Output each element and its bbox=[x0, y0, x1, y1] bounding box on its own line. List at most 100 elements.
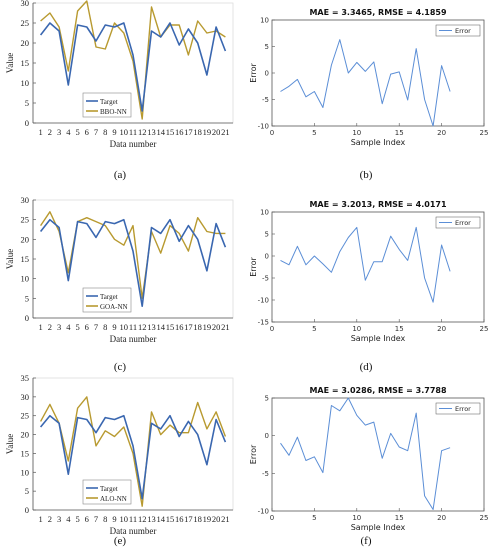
x-tick-label: 19 bbox=[203, 322, 212, 332]
x-tick-label: 5 bbox=[312, 325, 316, 333]
series-line-goa-nn bbox=[40, 211, 226, 299]
x-tick-label: 6 bbox=[85, 322, 89, 332]
y-axis-label: Error bbox=[249, 63, 258, 83]
x-axis-label: Data number bbox=[110, 334, 157, 344]
x-tick-label: 3 bbox=[57, 322, 61, 332]
y-tick-label: 10 bbox=[21, 467, 30, 477]
x-tick-label: 1 bbox=[38, 322, 42, 332]
y-tick-label: 15 bbox=[21, 58, 30, 68]
x-axis-label: Sample Index bbox=[351, 138, 406, 147]
legend-box bbox=[82, 479, 132, 505]
x-tick-label: 5 bbox=[312, 514, 316, 522]
y-axis-label: Value bbox=[5, 249, 15, 270]
x-tick-label: 7 bbox=[94, 127, 98, 137]
x-axis-label: Data number bbox=[110, 139, 157, 149]
panel-label: (a) bbox=[114, 169, 127, 181]
x-tick-label: 1 bbox=[38, 127, 42, 137]
x-tick-label: 25 bbox=[480, 129, 489, 137]
x-tick-label: 20 bbox=[212, 514, 221, 524]
y-tick-label: 35 bbox=[21, 373, 30, 383]
x-tick-label: 16 bbox=[175, 127, 184, 137]
y-tick-label: 25 bbox=[21, 18, 30, 28]
x-tick-label: 20 bbox=[437, 325, 446, 333]
x-axis-label: Sample Index bbox=[351, 334, 406, 343]
series-line-target bbox=[39, 414, 227, 500]
x-tick-label: 0 bbox=[270, 129, 274, 137]
y-tick-label: -5 bbox=[262, 470, 269, 478]
x-tick-label: 20 bbox=[212, 322, 221, 332]
x-tick-label: 4 bbox=[66, 322, 71, 332]
panel-label: (c) bbox=[114, 361, 127, 373]
y-tick-label: 15 bbox=[21, 448, 30, 458]
y-axis-label: Error bbox=[249, 257, 258, 277]
y-tick-label: 30 bbox=[21, 195, 30, 205]
y-tick-label: 0 bbox=[25, 313, 29, 323]
x-tick-label: 12 bbox=[138, 127, 147, 137]
x-tick-label: 7 bbox=[94, 322, 98, 332]
legend-box bbox=[435, 24, 481, 37]
chart-title: MAE = 3.0286, RMSE = 3.7788 bbox=[309, 386, 447, 395]
x-tick-label: 10 bbox=[120, 514, 129, 524]
y-axis-label: Error bbox=[249, 444, 258, 464]
legend-label: GOA-NN bbox=[100, 303, 128, 311]
x-tick-label: 25 bbox=[480, 325, 489, 333]
y-tick-label: 0 bbox=[265, 432, 269, 440]
panel-label: (b) bbox=[360, 169, 373, 181]
x-tick-label: 11 bbox=[129, 127, 137, 137]
x-tick-label: 0 bbox=[270, 514, 274, 522]
x-tick-label: 11 bbox=[129, 514, 137, 524]
y-tick-label: 5 bbox=[265, 43, 269, 51]
x-tick-label: 11 bbox=[129, 322, 137, 332]
plot-frame bbox=[271, 397, 485, 512]
x-tick-label: 5 bbox=[75, 514, 79, 524]
x-tick-label: 17 bbox=[184, 322, 193, 332]
x-tick-label: 13 bbox=[147, 514, 156, 524]
x-tick-label: 10 bbox=[120, 322, 129, 332]
x-tick-label: 8 bbox=[103, 127, 107, 137]
x-tick-label: 20 bbox=[437, 514, 446, 522]
y-tick-label: 5 bbox=[265, 231, 269, 239]
x-tick-label: 3 bbox=[57, 127, 61, 137]
y-tick-label: 10 bbox=[21, 274, 30, 284]
x-tick-label: 15 bbox=[395, 325, 404, 333]
x-tick-label: 6 bbox=[85, 514, 89, 524]
x-tick-label: 19 bbox=[203, 514, 212, 524]
y-tick-label: 5 bbox=[25, 486, 29, 496]
x-tick-label: 9 bbox=[112, 127, 116, 137]
x-tick-label: 10 bbox=[352, 514, 361, 522]
x-tick-label: 19 bbox=[203, 127, 212, 137]
x-tick-label: 15 bbox=[395, 514, 404, 522]
series-line-target bbox=[39, 218, 227, 308]
series-line-alo-nn bbox=[39, 396, 227, 507]
x-tick-label: 18 bbox=[193, 514, 202, 524]
x-tick-label: 20 bbox=[437, 129, 446, 137]
x-tick-label: 16 bbox=[175, 322, 184, 332]
x-tick-label: 20 bbox=[212, 127, 221, 137]
x-tick-label: 14 bbox=[156, 514, 165, 524]
x-tick-label: 6 bbox=[85, 127, 89, 137]
y-axis-label: Value bbox=[5, 53, 15, 74]
series-line-error bbox=[280, 397, 451, 510]
x-tick-label: 9 bbox=[112, 514, 116, 524]
y-tick-label: -10 bbox=[258, 123, 269, 131]
x-tick-label: 1 bbox=[38, 514, 42, 524]
y-tick-label: 15 bbox=[21, 254, 30, 264]
panel-label: (e) bbox=[114, 535, 127, 547]
x-tick-label: 2 bbox=[48, 514, 52, 524]
x-tick-label: 21 bbox=[221, 127, 230, 137]
panel-label: (d) bbox=[360, 361, 373, 373]
x-tick-label: 18 bbox=[193, 127, 202, 137]
x-tick-label: 12 bbox=[138, 514, 147, 524]
legend-label: Error bbox=[455, 405, 471, 413]
x-tick-label: 14 bbox=[156, 322, 165, 332]
x-tick-label: 8 bbox=[103, 514, 107, 524]
legend-label: Target bbox=[100, 98, 118, 106]
legend-box bbox=[82, 92, 132, 118]
y-tick-label: 25 bbox=[21, 215, 30, 225]
x-tick-label: 25 bbox=[480, 514, 489, 522]
legend-box bbox=[82, 287, 132, 313]
y-tick-label: -5 bbox=[262, 275, 269, 283]
legend-box bbox=[435, 216, 481, 229]
